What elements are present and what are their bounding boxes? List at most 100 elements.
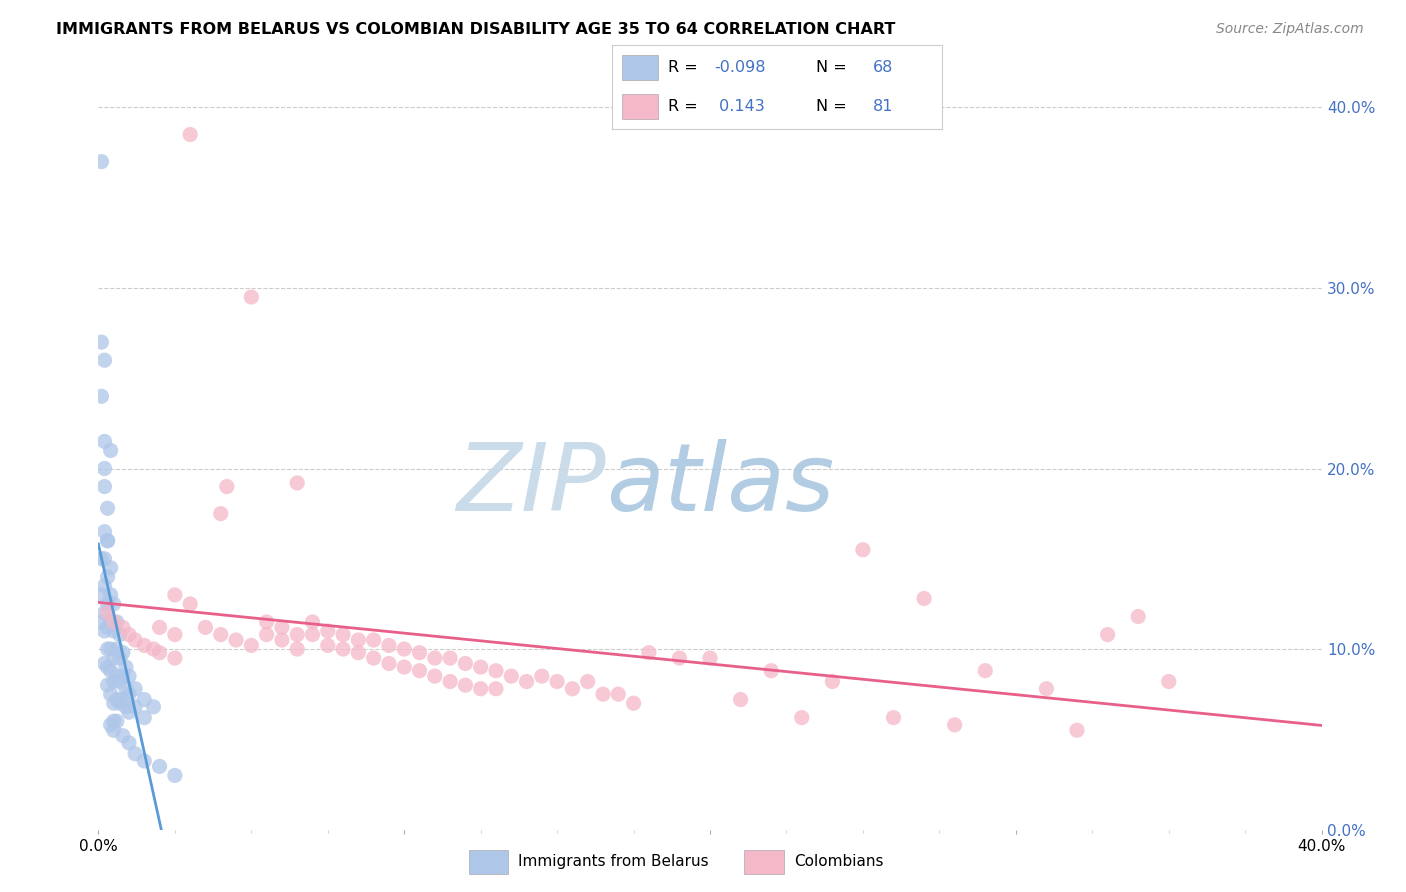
Point — [378, 657, 401, 671]
Point — [1128, 609, 1150, 624]
Point — [100, 443, 122, 458]
Point — [118, 687, 141, 701]
Point — [530, 669, 553, 683]
Point — [124, 633, 146, 648]
Text: Colombians: Colombians — [793, 855, 883, 869]
Text: 81: 81 — [873, 99, 893, 114]
Point — [111, 729, 134, 743]
Point — [111, 620, 134, 634]
Point — [285, 642, 308, 657]
Point — [501, 669, 523, 683]
Point — [516, 674, 538, 689]
Point — [332, 642, 354, 657]
Point — [103, 597, 125, 611]
Point — [134, 754, 156, 768]
Point — [821, 674, 844, 689]
Point — [470, 681, 492, 696]
Point — [240, 290, 263, 304]
Point — [111, 669, 134, 683]
Point — [225, 633, 247, 648]
Point — [97, 606, 120, 620]
Point — [100, 687, 122, 701]
Point — [215, 479, 238, 493]
Text: R =: R = — [668, 99, 697, 114]
Point — [485, 681, 508, 696]
Point — [668, 651, 690, 665]
Point — [607, 687, 630, 701]
Point — [347, 633, 370, 648]
Point — [90, 389, 112, 403]
Point — [103, 674, 125, 689]
Point — [209, 627, 232, 641]
Point — [363, 633, 385, 648]
Point — [115, 699, 138, 714]
Point — [408, 646, 430, 660]
Point — [439, 674, 461, 689]
Point — [103, 615, 125, 629]
Point — [93, 551, 115, 566]
Point — [100, 718, 122, 732]
Point — [134, 711, 156, 725]
Point — [149, 620, 172, 634]
Point — [97, 620, 120, 634]
Point — [103, 624, 125, 638]
Point — [142, 699, 165, 714]
Point — [943, 718, 966, 732]
Point — [378, 639, 401, 653]
Point — [108, 696, 131, 710]
FancyBboxPatch shape — [621, 54, 658, 80]
Point — [301, 627, 323, 641]
Point — [1066, 723, 1088, 738]
Point — [90, 588, 112, 602]
Text: IMMIGRANTS FROM BELARUS VS COLOMBIAN DISABILITY AGE 35 TO 64 CORRELATION CHART: IMMIGRANTS FROM BELARUS VS COLOMBIAN DIS… — [56, 22, 896, 37]
Text: Source: ZipAtlas.com: Source: ZipAtlas.com — [1216, 22, 1364, 37]
Point — [270, 633, 292, 648]
Point — [108, 674, 131, 689]
Point — [97, 533, 120, 548]
Point — [454, 657, 477, 671]
Point — [97, 501, 120, 516]
Point — [240, 639, 263, 653]
Point — [852, 542, 875, 557]
Point — [316, 639, 339, 653]
Point — [423, 669, 446, 683]
Point — [270, 620, 292, 634]
Point — [124, 747, 146, 761]
Point — [93, 353, 115, 368]
Point — [179, 128, 201, 142]
Point — [93, 606, 115, 620]
Point — [118, 705, 141, 719]
Point — [332, 627, 354, 641]
Point — [103, 651, 125, 665]
Point — [103, 714, 125, 729]
FancyBboxPatch shape — [621, 94, 658, 120]
Point — [392, 660, 416, 674]
Point — [163, 588, 186, 602]
FancyBboxPatch shape — [745, 850, 785, 873]
Point — [576, 674, 599, 689]
Point — [883, 711, 905, 725]
Point — [118, 736, 141, 750]
Point — [93, 579, 115, 593]
Point — [134, 692, 156, 706]
Point — [90, 615, 112, 629]
Point — [256, 615, 278, 629]
Point — [363, 651, 385, 665]
Point — [301, 615, 323, 629]
Point — [118, 669, 141, 683]
Point — [163, 627, 186, 641]
Point — [134, 639, 156, 653]
Point — [637, 646, 661, 660]
Point — [97, 597, 120, 611]
Point — [90, 154, 112, 169]
Point — [423, 651, 446, 665]
Text: 0.143: 0.143 — [714, 99, 765, 114]
Point — [142, 642, 165, 657]
Point — [256, 627, 278, 641]
Point — [93, 434, 115, 449]
Point — [97, 642, 120, 657]
Text: N =: N = — [817, 60, 848, 75]
Point — [592, 687, 614, 701]
Point — [97, 570, 120, 584]
Point — [118, 627, 141, 641]
